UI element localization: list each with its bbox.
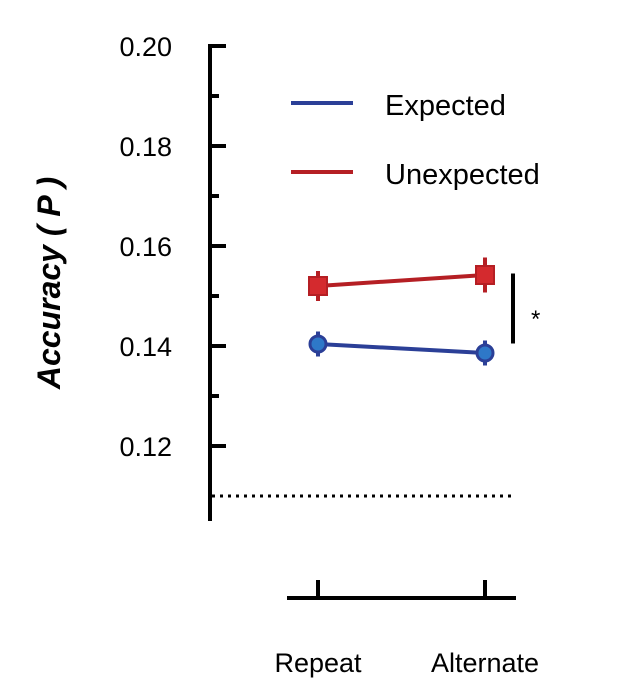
series-line-unexpected [317, 273, 486, 288]
y-axis-label: Accuracy ( P ) [31, 177, 67, 390]
y-tick-label-0: 0.20 [119, 32, 172, 62]
data-point-unexpected-0 [308, 276, 328, 296]
y-tick-label-4: 0.12 [119, 432, 172, 462]
data-point-expected-0 [308, 334, 328, 354]
y-tick-label-3: 0.14 [119, 332, 172, 362]
y-tick-label-2: 0.16 [119, 232, 172, 262]
legend-label-unexpected: Unexpected [385, 159, 540, 191]
y-tick-label-1: 0.18 [119, 132, 172, 162]
legend-label-expected: Expected [385, 90, 506, 122]
series-layer [308, 257, 495, 366]
x-tick-label-alternate: Alternate [431, 648, 539, 678]
data-point-unexpected-1 [475, 265, 495, 285]
y-tick-labels: 0.20 0.18 0.16 0.14 0.12 [119, 32, 172, 462]
y-ticks [210, 44, 226, 448]
data-point-expected-1 [475, 343, 495, 363]
x-tick-label-repeat: Repeat [274, 648, 362, 678]
series-line-expected [317, 342, 486, 355]
x-ticks [316, 580, 487, 598]
legend: Expected Unexpected [291, 90, 540, 191]
significance-star: * [531, 306, 540, 333]
